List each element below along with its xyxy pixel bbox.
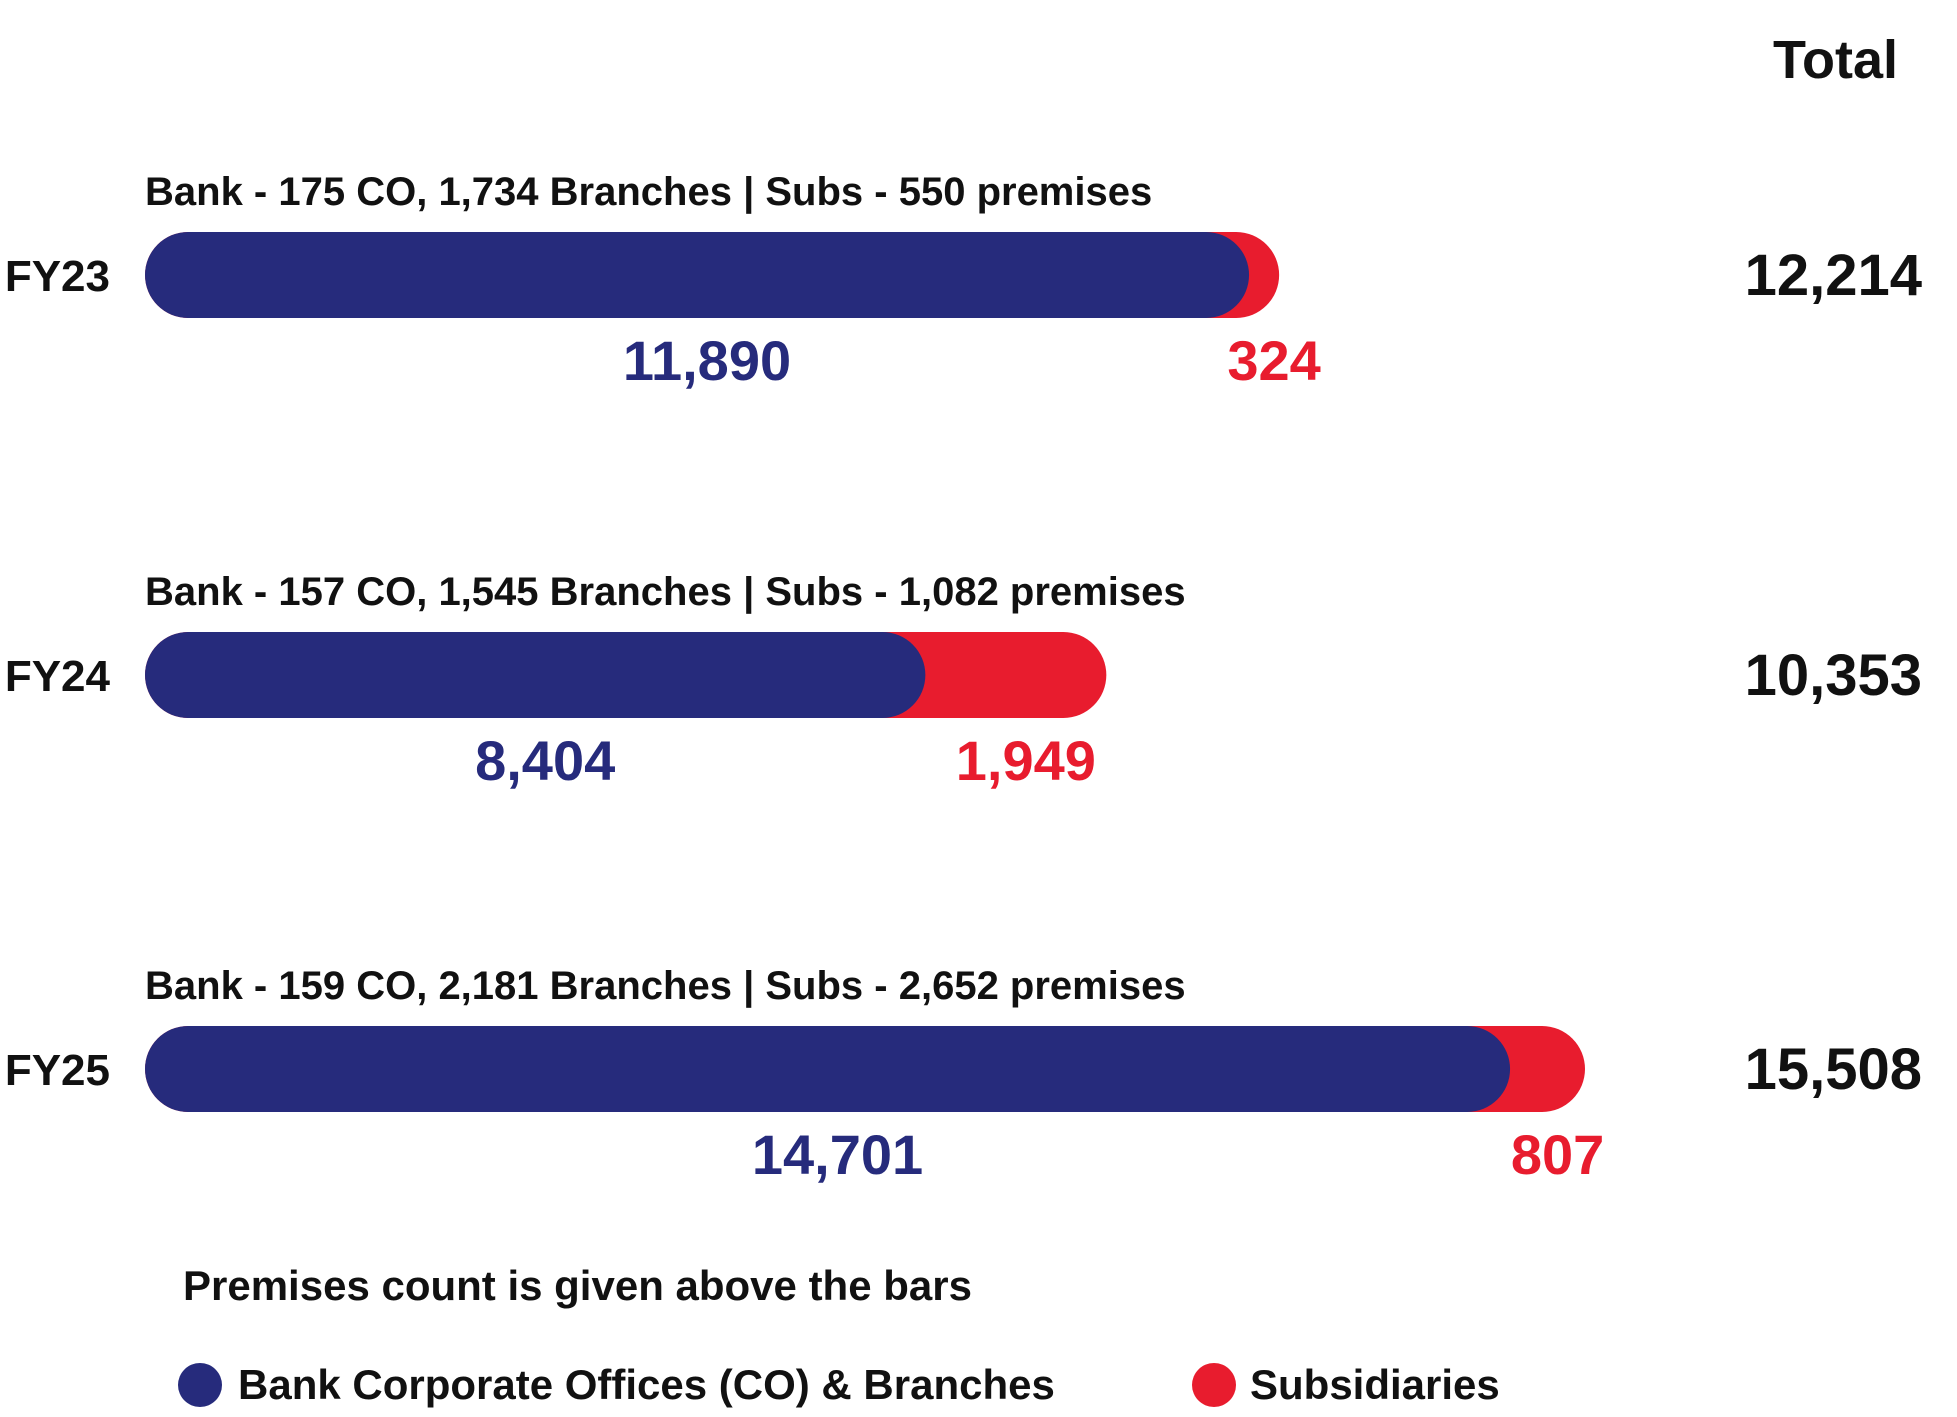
bar-bank [145,1026,1511,1112]
category-label: FY25 [5,1046,110,1095]
legend: Premises count is given above the bars Ba… [178,1262,1500,1408]
legend-swatch [178,1363,222,1407]
value-label-subsidiaries: 807 [1511,1123,1604,1186]
bar-bank [145,232,1250,318]
bar-row-fy24: Bank - 157 CO, 1,545 Branches | Subs - 1… [5,570,1922,792]
legend-item-bank: Bank Corporate Offices (CO) & Branches [178,1361,1055,1408]
footnote: Premises count is given above the bars [183,1262,972,1309]
value-label-subsidiaries: 324 [1227,329,1320,392]
bar-row-fy23: Bank - 175 CO, 1,734 Branches | Subs - 5… [5,170,1922,392]
total-value: 12,214 [1745,243,1922,308]
premises-note: Bank - 157 CO, 1,545 Branches | Subs - 1… [145,570,1186,614]
total-value: 10,353 [1745,643,1922,708]
premises-note: Bank - 159 CO, 2,181 Branches | Subs - 2… [145,964,1186,1008]
value-label-bank: 8,404 [475,729,615,792]
legend-swatch [1192,1363,1236,1407]
premises-note: Bank - 175 CO, 1,734 Branches | Subs - 5… [145,170,1152,214]
legend-item-subsidiaries: Subsidiaries [1192,1361,1500,1408]
total-value: 15,508 [1745,1037,1922,1102]
value-label-bank: 14,701 [752,1123,923,1186]
category-label: FY23 [5,252,110,301]
bar-rows: Bank - 175 CO, 1,734 Branches | Subs - 5… [5,170,1922,1186]
bar-bank [145,632,926,718]
value-label-bank: 11,890 [623,329,791,392]
legend-label: Bank Corporate Offices (CO) & Branches [238,1361,1055,1408]
bar-row-fy25: Bank - 159 CO, 2,181 Branches | Subs - 2… [5,964,1922,1186]
value-label-subsidiaries: 1,949 [956,729,1096,792]
chart-header: Total [1773,30,1898,90]
category-label: FY24 [5,652,111,701]
legend-label: Subsidiaries [1250,1361,1500,1408]
total-column-header: Total [1773,30,1898,90]
